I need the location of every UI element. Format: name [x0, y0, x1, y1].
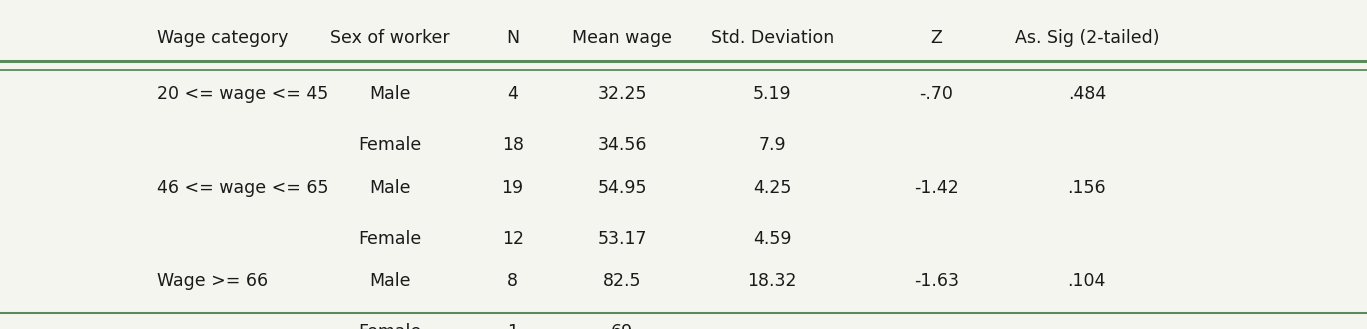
Text: -1.42: -1.42 — [915, 179, 958, 196]
Text: 34.56: 34.56 — [597, 136, 647, 154]
Text: Z: Z — [931, 29, 942, 47]
Text: 4.25: 4.25 — [753, 179, 791, 196]
Text: 82.5: 82.5 — [603, 272, 641, 290]
Text: 4: 4 — [507, 85, 518, 103]
Text: Wage >= 66: Wage >= 66 — [157, 272, 268, 290]
Text: 12: 12 — [502, 230, 524, 247]
Text: Wage category: Wage category — [157, 29, 288, 47]
Text: .156: .156 — [1068, 179, 1106, 196]
Text: Sex of worker: Sex of worker — [329, 29, 450, 47]
Text: 19: 19 — [502, 179, 524, 196]
Text: 18.32: 18.32 — [748, 272, 797, 290]
Text: 4.59: 4.59 — [753, 230, 791, 247]
Text: Male: Male — [369, 179, 410, 196]
Text: Female: Female — [358, 323, 421, 329]
Text: Female: Female — [358, 230, 421, 247]
Text: 69: 69 — [611, 323, 633, 329]
Text: -.70: -.70 — [920, 85, 953, 103]
Text: As. Sig (2-tailed): As. Sig (2-tailed) — [1014, 29, 1159, 47]
Text: Female: Female — [358, 136, 421, 154]
Text: 8: 8 — [507, 272, 518, 290]
Text: 20 <= wage <= 45: 20 <= wage <= 45 — [157, 85, 328, 103]
Text: 18: 18 — [502, 136, 524, 154]
Text: 5.19: 5.19 — [753, 85, 791, 103]
Text: 53.17: 53.17 — [597, 230, 647, 247]
Text: Std. Deviation: Std. Deviation — [711, 29, 834, 47]
Text: -1.63: -1.63 — [915, 272, 958, 290]
Text: Mean wage: Mean wage — [571, 29, 673, 47]
Text: 46 <= wage <= 65: 46 <= wage <= 65 — [157, 179, 328, 196]
Text: .484: .484 — [1068, 85, 1106, 103]
Text: 32.25: 32.25 — [597, 85, 647, 103]
Text: Male: Male — [369, 85, 410, 103]
Text: 54.95: 54.95 — [597, 179, 647, 196]
Text: 1: 1 — [507, 323, 518, 329]
Text: N: N — [506, 29, 519, 47]
Text: 7.9: 7.9 — [759, 136, 786, 154]
Text: .104: .104 — [1068, 272, 1106, 290]
Text: Male: Male — [369, 272, 410, 290]
